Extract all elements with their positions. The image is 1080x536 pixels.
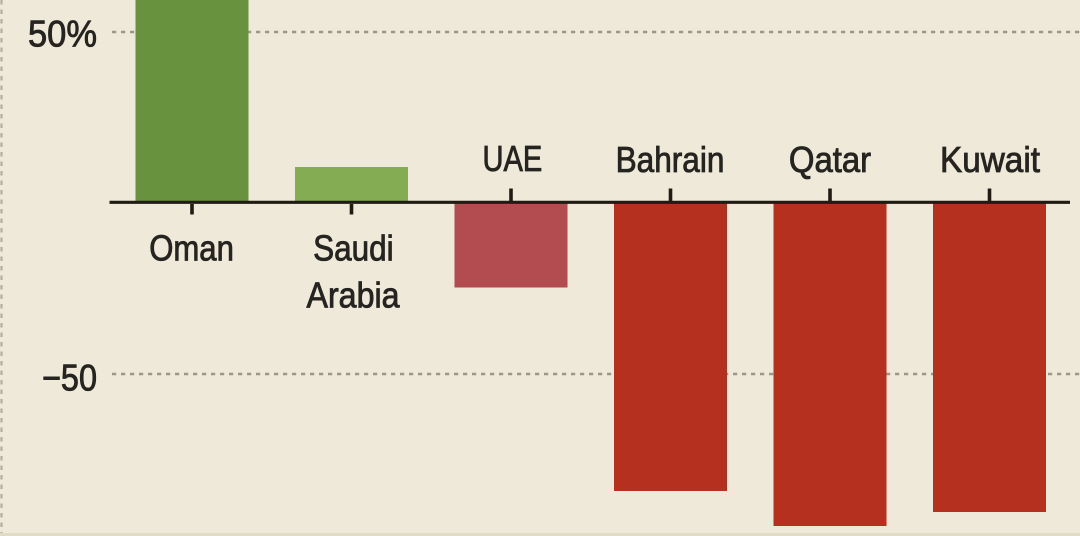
svg-text:Bahrain: Bahrain (616, 139, 725, 180)
svg-text:Kuwait: Kuwait (940, 139, 1040, 180)
svg-text:50%: 50% (28, 14, 97, 55)
svg-text:Arabia: Arabia (307, 275, 401, 316)
svg-text:Saudi: Saudi (313, 227, 394, 268)
svg-text:Oman: Oman (149, 227, 234, 268)
svg-text:Qatar: Qatar (789, 139, 871, 180)
svg-text:UAE: UAE (483, 138, 543, 179)
svg-text:−50: −50 (42, 358, 97, 399)
